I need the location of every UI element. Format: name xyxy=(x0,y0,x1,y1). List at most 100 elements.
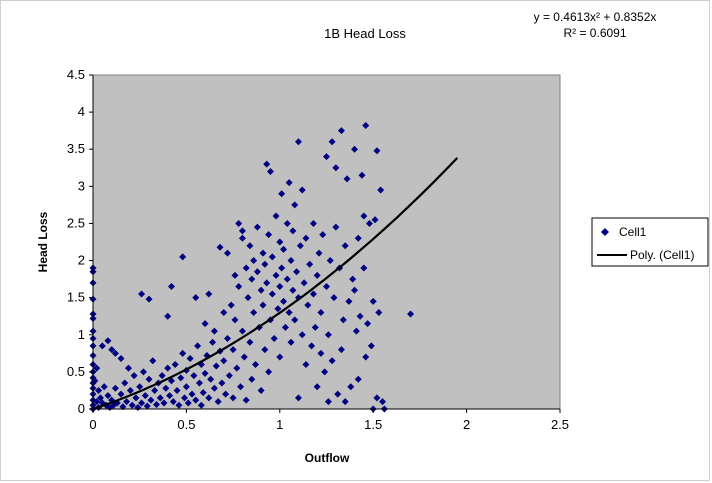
data-point xyxy=(95,386,103,394)
data-point xyxy=(298,331,306,339)
data-point xyxy=(138,399,146,407)
data-point xyxy=(139,368,147,376)
data-point xyxy=(98,342,106,350)
data-point xyxy=(96,394,104,402)
y-tick-label: 1 xyxy=(78,327,85,342)
data-point xyxy=(257,386,265,394)
data-point xyxy=(223,334,231,342)
data-point xyxy=(231,316,239,324)
data-point xyxy=(321,368,329,376)
data-point xyxy=(270,334,278,342)
data-point xyxy=(225,372,233,380)
legend-box xyxy=(591,217,709,267)
data-point xyxy=(93,364,101,372)
data-point xyxy=(360,212,368,220)
data-point xyxy=(341,398,349,406)
data-point xyxy=(231,271,239,279)
data-point xyxy=(300,279,308,287)
data-point xyxy=(209,338,217,346)
data-point xyxy=(281,323,289,331)
data-point xyxy=(272,271,280,279)
data-point xyxy=(238,227,246,235)
data-point xyxy=(195,379,203,387)
data-point xyxy=(197,401,205,409)
data-point xyxy=(169,398,177,406)
data-point xyxy=(205,290,213,298)
data-point xyxy=(145,375,153,383)
data-point xyxy=(283,219,291,227)
data-point xyxy=(238,327,246,335)
data-point xyxy=(308,342,316,350)
data-point xyxy=(268,253,276,261)
data-point xyxy=(332,223,340,231)
data-point xyxy=(220,357,228,365)
data-point xyxy=(328,138,336,146)
data-point xyxy=(207,375,215,383)
data-point xyxy=(351,145,359,153)
data-point xyxy=(324,398,332,406)
data-point xyxy=(164,364,172,372)
plot-area xyxy=(92,74,561,410)
data-point xyxy=(222,390,230,398)
data-point xyxy=(253,268,261,276)
data-point xyxy=(188,390,196,398)
data-point xyxy=(238,234,246,242)
data-point xyxy=(341,242,349,250)
data-point xyxy=(244,294,252,302)
trendline-equation: y = 0.4613x² + 0.8352x xyxy=(534,10,657,24)
data-point xyxy=(240,353,248,361)
data-point xyxy=(220,309,228,317)
y-tick-label: 3.5 xyxy=(67,141,85,156)
data-point xyxy=(194,342,202,350)
data-point xyxy=(212,362,220,370)
data-point xyxy=(201,320,209,328)
data-point xyxy=(285,309,293,317)
y-tick-label: 4.5 xyxy=(67,67,85,82)
data-point xyxy=(268,290,276,298)
data-point xyxy=(237,383,245,391)
y-tick-label: 2.5 xyxy=(67,215,85,230)
data-point xyxy=(177,374,185,382)
data-point xyxy=(259,301,267,309)
data-point xyxy=(276,353,284,361)
legend-label-cell1: Cell1 xyxy=(619,225,647,239)
data-point xyxy=(145,295,153,303)
data-point xyxy=(315,249,323,257)
data-point xyxy=(304,301,312,309)
data-point xyxy=(265,231,273,239)
data-point xyxy=(276,283,284,291)
data-point xyxy=(278,190,286,198)
data-point xyxy=(358,171,366,179)
data-point xyxy=(306,260,314,268)
data-point xyxy=(141,392,149,400)
data-point xyxy=(173,386,181,394)
data-point xyxy=(294,394,302,402)
data-point xyxy=(309,290,317,298)
data-point xyxy=(242,264,250,272)
r-squared-label: R² = 0.6091 xyxy=(563,26,626,40)
data-point xyxy=(278,264,286,272)
y-tick-label: 3 xyxy=(78,178,85,193)
data-point xyxy=(171,360,179,368)
data-point xyxy=(223,249,231,257)
data-point xyxy=(130,372,138,380)
data-point xyxy=(147,396,155,404)
data-point xyxy=(149,357,157,365)
data-point xyxy=(375,309,383,317)
data-point xyxy=(263,160,271,168)
data-point xyxy=(313,383,321,391)
data-point xyxy=(261,346,269,354)
data-point xyxy=(100,383,108,391)
data-point xyxy=(235,219,243,227)
data-point xyxy=(167,283,175,291)
data-point xyxy=(276,238,284,246)
x-tick-label: 0.5 xyxy=(177,417,195,432)
data-point xyxy=(216,243,224,251)
data-point xyxy=(210,327,218,335)
data-point xyxy=(104,392,112,400)
data-point xyxy=(302,234,310,242)
data-point xyxy=(298,186,306,194)
data-point xyxy=(104,337,112,345)
data-point xyxy=(121,379,129,387)
data-point xyxy=(332,164,340,172)
